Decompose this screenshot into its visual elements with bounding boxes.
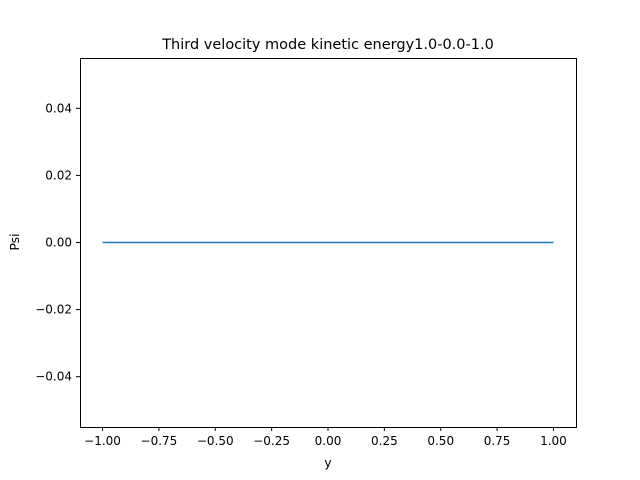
x-tick-label: −0.75	[141, 434, 178, 448]
x-tick-label: −0.50	[197, 434, 234, 448]
x-axis-label: y	[324, 455, 332, 470]
y-axis-label: Psi	[7, 233, 22, 250]
chart-title: Third velocity mode kinetic energy1.0-0.…	[161, 37, 494, 53]
y-tick-label: −0.02	[35, 303, 72, 317]
x-tick-label: 0.00	[315, 434, 342, 448]
x-tick-label: −1.00	[84, 434, 121, 448]
y-tick-label: 0.04	[45, 101, 72, 115]
y-tick-label: 0.02	[45, 168, 72, 182]
y-tick-label: −0.04	[35, 370, 72, 384]
y-axis: −0.04 −0.02 0.00 0.02 0.04	[35, 101, 80, 384]
y-tick-label: 0.00	[45, 236, 72, 250]
x-tick-label: 0.50	[427, 434, 454, 448]
x-axis: −1.00 −0.75 −0.50 −0.25 0.00 0.25 0.50 0.75 1.00	[84, 427, 567, 448]
x-tick-label: 0.75	[484, 434, 511, 448]
x-tick-label: 1.00	[540, 434, 567, 448]
x-tick-label: −0.25	[253, 434, 290, 448]
x-tick-label: 0.25	[371, 434, 398, 448]
